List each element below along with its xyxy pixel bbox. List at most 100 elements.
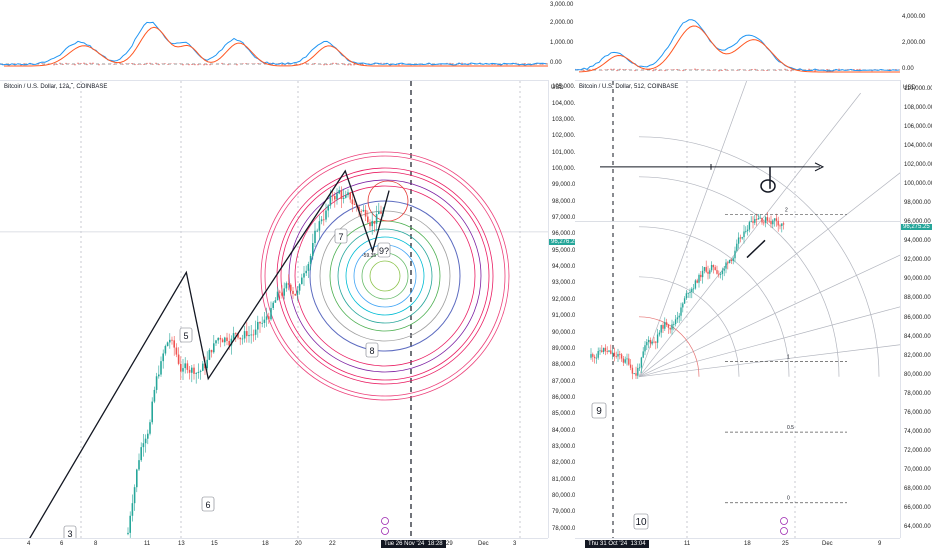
x-tick-label: 4	[27, 541, 31, 547]
candle-body	[331, 195, 334, 197]
wave-label-box	[63, 525, 77, 539]
candle-body	[664, 322, 666, 329]
y-tick-label: 100,000.00	[904, 180, 932, 187]
candle-body	[380, 211, 382, 214]
candle-body	[287, 283, 290, 285]
candle-body	[658, 332, 661, 335]
candle-body	[662, 325, 664, 329]
candle-body	[736, 243, 738, 251]
candle-body	[723, 268, 725, 271]
y-tick-label: 106,000.00	[904, 123, 932, 130]
gann-fan-line	[638, 254, 900, 378]
candle-body	[718, 273, 720, 275]
y-tick-label: 100,000.00	[552, 165, 583, 172]
y-tick-label: 91,000.00	[552, 313, 579, 320]
candle-body	[237, 333, 239, 338]
price-axis-right: USD 110,000.00 108,000.00 106,000.00 104,00…	[900, 80, 932, 538]
candle-body	[133, 487, 136, 504]
candle-body	[158, 374, 160, 377]
candle-body	[206, 359, 208, 369]
y-tick-label: 79,000.00	[552, 509, 579, 516]
candle-body	[305, 270, 307, 274]
candle-body	[316, 230, 318, 232]
candle-body	[626, 358, 628, 360]
event-icon	[780, 517, 788, 525]
candle-body	[685, 293, 688, 299]
y-tick-label: 92,000.00	[904, 257, 931, 264]
fib-level-label: 0.5	[787, 425, 794, 431]
candle-body	[687, 293, 689, 294]
candle-body	[660, 325, 662, 333]
fib-arc	[638, 136, 880, 377]
candle-body	[248, 334, 250, 337]
candle-body	[602, 347, 605, 352]
y-tick-label: 104,000.00	[904, 142, 932, 149]
candle-body	[210, 349, 213, 353]
y-tick-label: 86,000.00	[552, 394, 579, 401]
y-tick-label: 98,000.00	[904, 200, 931, 207]
fib-circle	[276, 167, 494, 385]
event-icon	[381, 517, 389, 525]
candle-body	[147, 433, 149, 439]
y-tick-label: 110,000.00	[904, 85, 932, 92]
y-tick-label: 82,000.00	[904, 352, 931, 359]
candle-body	[716, 270, 718, 274]
cursor-date-right: Thu 31 Oct '24 13:04	[585, 540, 649, 548]
candle-body	[241, 338, 244, 340]
macd-axis-right: 4,000.00 2,000.00 0.00	[900, 0, 932, 80]
x-tick-label: Dec	[478, 541, 489, 547]
price-chart-left[interactable]: 3 5 6 7 8 9? -59.35 Bitcoin / U.S. Dollar, 12â…	[0, 80, 548, 539]
candle-body	[369, 222, 371, 227]
y-tick-label: 83,000.00	[552, 444, 579, 451]
candle-body	[646, 342, 648, 346]
candle-body	[292, 290, 294, 294]
macd-panel-left	[0, 0, 548, 80]
candle-body	[320, 219, 323, 222]
candle-body	[208, 349, 211, 360]
candle-body	[173, 340, 175, 348]
wave-label-text: 5	[183, 331, 188, 341]
candle-body	[604, 347, 607, 352]
candle-body	[698, 274, 700, 283]
candle-body	[725, 262, 727, 269]
candle-body	[611, 352, 614, 354]
candle-body	[296, 290, 299, 296]
candle-body	[378, 211, 380, 215]
candle-body	[360, 211, 362, 213]
candle-body	[754, 218, 756, 223]
y-tick-label: 80,000.00	[904, 371, 931, 378]
y-tick-label: 72,000.00	[904, 448, 931, 455]
candle-body	[279, 291, 281, 293]
candle-body	[772, 220, 774, 225]
x-tick-label: 18	[262, 541, 269, 547]
candle-body	[197, 371, 200, 373]
candle-body	[175, 347, 178, 355]
macd-tick: 4,000.00	[902, 14, 926, 20]
candle-body	[599, 350, 601, 352]
price-chart-right[interactable]: 0 0.5 1 2 9 10 Bitcoin / U.S. Dollar, 512, CO…	[575, 80, 900, 539]
candle-body	[373, 220, 376, 224]
x-tick-label: 25	[782, 541, 789, 547]
macd-tick: 2,000.00	[902, 40, 926, 46]
candle-body	[283, 288, 285, 296]
candle-body	[655, 341, 657, 343]
candle-body	[752, 221, 754, 223]
wave-label-box	[365, 342, 379, 358]
candle-body	[235, 333, 237, 334]
arrow-head	[814, 162, 825, 172]
candle-body	[703, 267, 706, 271]
x-tick-label: 6	[60, 541, 64, 547]
candle-body	[162, 353, 164, 362]
candle-body	[676, 317, 679, 320]
x-tick-label: 20	[295, 541, 302, 547]
candle-body	[268, 316, 270, 320]
candle-body	[182, 368, 184, 372]
candle-body	[301, 277, 303, 285]
price-plot-right[interactable]: 0 0.5 1 2 9 10	[575, 81, 900, 539]
current-price-tag: 96,276.25	[549, 239, 580, 245]
y-tick-label: 98,000.00	[552, 198, 579, 205]
symbol-title-left: Bitcoin / U.S. Dollar, 12â„˜, COINBASE	[4, 84, 108, 90]
candle-body	[362, 209, 365, 212]
candle-body	[336, 193, 338, 200]
price-plot-left[interactable]: 3 5 6 7 8 9?-59.35	[0, 81, 548, 539]
